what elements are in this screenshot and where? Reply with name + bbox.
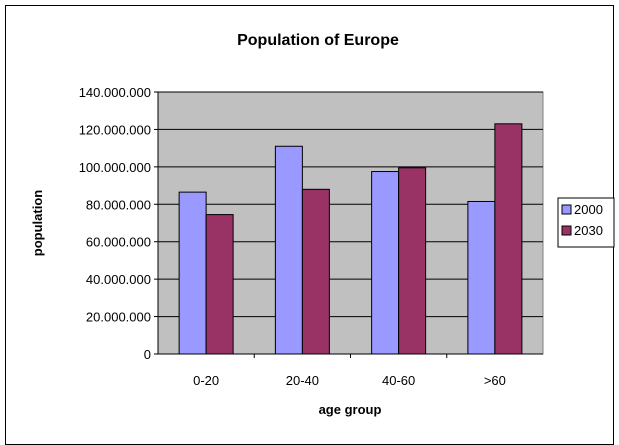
legend: 2000 2030 [557,197,615,248]
y-tick-label: 120.000.000 [79,122,151,137]
y-tick-label: 140.000.000 [79,85,151,100]
bar-2030-20-40 [301,188,330,355]
bar-2000->60 [467,200,496,355]
x-tick-label: 0-20 [193,373,219,388]
legend-label-2030: 2030 [574,223,603,238]
legend-swatch-2030 [561,225,572,236]
x-tick-label: 20-40 [286,373,319,388]
x-axis-title: age group [319,402,382,417]
y-tick-label: 40.000.000 [86,272,151,287]
x-tick-label: 40-60 [382,373,415,388]
bar-2030->60 [494,123,523,355]
bar-chart: Population of Europe 0 20.000.000 40.000.0… [30,32,615,417]
bar-2030-40-60 [398,167,427,355]
bar-2000-0-20 [178,191,207,355]
y-tick-label: 20.000.000 [86,310,151,325]
y-tick-label: 80.000.000 [86,197,151,212]
bar-2000-20-40 [274,145,303,355]
y-tick-label: 60.000.000 [86,235,151,250]
chart-title: Population of Europe [237,32,399,49]
y-tick-label: 100.000.000 [79,160,151,175]
legend-swatch-2000 [561,204,572,215]
x-axis-ticks: 0-20 20-40 40-60 >60 [193,354,506,388]
x-tick-label: >60 [484,373,506,388]
bar-2030-0-20 [205,214,234,355]
y-axis-title: population [30,190,45,256]
bar-2000-40-60 [371,171,400,355]
legend-label-2000: 2000 [574,202,603,217]
bars [178,123,523,355]
y-axis-ticks: 0 20.000.000 40.000.000 60.000.000 80.000.00… [79,85,158,362]
y-tick-label: 0 [144,347,151,362]
